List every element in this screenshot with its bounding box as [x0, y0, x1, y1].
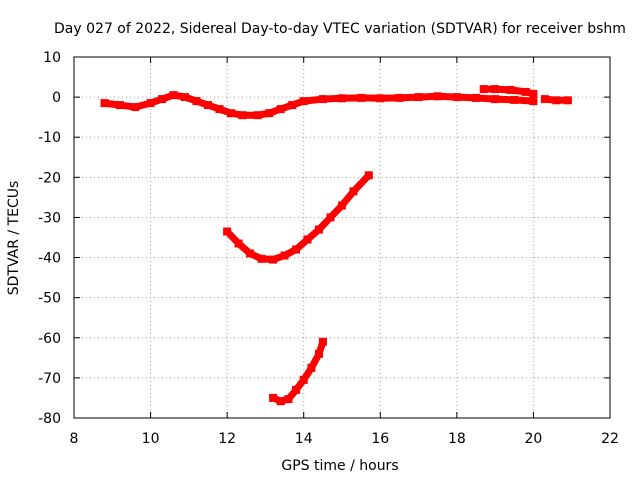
- data-point: [357, 93, 366, 102]
- data-point: [540, 95, 549, 104]
- data-point: [491, 85, 500, 94]
- data-point: [246, 249, 255, 258]
- data-point: [529, 97, 538, 106]
- data-point: [169, 91, 178, 100]
- data-point: [299, 97, 308, 106]
- data-point: [158, 95, 167, 104]
- data-point: [299, 375, 308, 384]
- data-point: [552, 96, 561, 105]
- data-point: [100, 99, 109, 108]
- data-point: [265, 109, 274, 118]
- data-point: [131, 103, 140, 112]
- x-tick-label: 8: [70, 431, 79, 447]
- data-point: [303, 235, 312, 244]
- data-point: [238, 111, 247, 120]
- data-point: [479, 85, 488, 94]
- y-tick-label: -40: [38, 251, 61, 267]
- y-tick-label: -50: [38, 291, 61, 307]
- y-axis-label: SDTVAR / TECUs: [6, 181, 22, 296]
- x-tick-label: 10: [142, 431, 160, 447]
- data-point: [376, 94, 385, 103]
- data-point: [318, 95, 327, 104]
- x-tick-label: 14: [295, 431, 313, 447]
- data-point: [276, 105, 285, 114]
- data-point: [257, 254, 266, 263]
- x-tick-label: 16: [371, 431, 389, 447]
- data-point: [280, 251, 289, 260]
- y-tick-label: -20: [38, 170, 61, 186]
- data-point: [452, 93, 461, 102]
- data-point: [349, 187, 358, 196]
- data-point: [510, 95, 519, 104]
- data-point: [318, 337, 327, 346]
- chart-title: Day 027 of 2022, Sidereal Day-to-day VTE…: [54, 21, 626, 37]
- data-point: [491, 95, 500, 104]
- data-point: [276, 397, 285, 406]
- data-point: [227, 109, 235, 118]
- y-tick-label: -10: [38, 130, 61, 146]
- data-point: [146, 99, 155, 108]
- data-point: [563, 96, 572, 105]
- x-tick-label: 18: [448, 431, 466, 447]
- data-point: [215, 105, 224, 114]
- data-point: [433, 92, 442, 101]
- data-point: [315, 225, 323, 234]
- plot-frame: [73, 56, 611, 419]
- data-point: [529, 89, 538, 98]
- x-tick-label: 12: [218, 431, 236, 447]
- data-point: [204, 101, 212, 110]
- data-point: [307, 363, 316, 372]
- y-tick-label: -80: [38, 411, 61, 427]
- data-point: [192, 97, 201, 106]
- data-point: [223, 227, 232, 236]
- tick-layer: 8 10 12 14 16 18 20 22 10 0 -10 -20 -30 -40 -50 -60 -70 -…: [38, 50, 619, 447]
- y-tick-label: 10: [43, 50, 61, 66]
- data-point: [414, 93, 423, 102]
- data-point: [472, 93, 480, 102]
- data-point: [364, 171, 373, 180]
- y-tick-label: 0: [52, 90, 61, 106]
- data-point: [269, 393, 278, 402]
- x-tick-label: 22: [601, 431, 619, 447]
- data-point: [115, 101, 124, 110]
- data-point: [338, 94, 346, 103]
- data-point: [395, 93, 404, 102]
- data-point: [288, 101, 297, 110]
- x-axis-label: GPS time / hours: [281, 458, 398, 474]
- data-point: [181, 93, 189, 102]
- series-layer: [100, 85, 572, 406]
- data-point: [292, 245, 301, 254]
- data-point: [315, 349, 323, 358]
- x-tick-label: 20: [525, 431, 543, 447]
- data-point: [253, 111, 262, 120]
- data-point: [234, 239, 243, 248]
- data-point: [338, 201, 346, 210]
- data-point: [292, 385, 301, 394]
- y-tick-label: -60: [38, 331, 61, 347]
- y-tick-label: -70: [38, 371, 61, 387]
- data-point: [326, 213, 335, 222]
- data-point: [506, 85, 515, 94]
- data-point: [521, 87, 530, 96]
- data-point: [284, 395, 293, 404]
- y-tick-label: -30: [38, 210, 61, 226]
- data-point: [269, 255, 278, 264]
